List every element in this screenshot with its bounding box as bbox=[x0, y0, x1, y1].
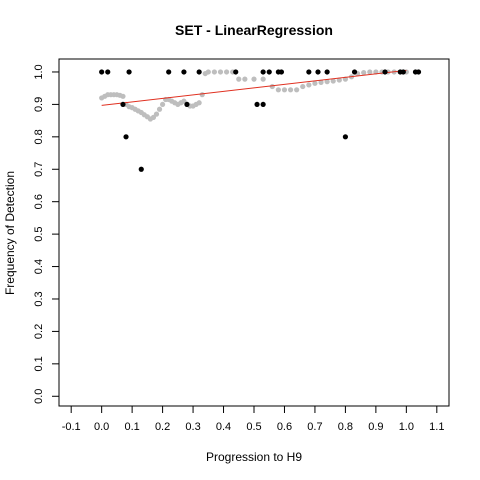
plot-frame bbox=[58, 58, 450, 407]
smoothed-point bbox=[181, 98, 187, 104]
observed-point bbox=[382, 69, 388, 75]
smoothed-point bbox=[196, 100, 202, 106]
x-axis: -0.1 0.0 0.1 0.2 0.3 0.4 0.5 0.6 0.7 0.8 0.9 1.0 1.1 bbox=[62, 406, 444, 433]
y-axis: 0.0 0.1 0.2 0.3 0.4 0.5 0.6 0.7 0.8 0.9 1.0 bbox=[33, 64, 59, 404]
x-tick-label: 1.0 bbox=[399, 421, 414, 433]
smoothed-point bbox=[367, 69, 373, 75]
observed-points bbox=[99, 69, 422, 172]
smoothed-point bbox=[294, 87, 300, 93]
observed-point bbox=[120, 101, 126, 108]
x-tick-label: 0.0 bbox=[94, 421, 109, 433]
y-tick-label: 0.5 bbox=[33, 226, 45, 241]
observed-point bbox=[254, 101, 260, 108]
observed-point bbox=[324, 69, 330, 75]
x-tick-label: 0.2 bbox=[155, 421, 170, 433]
y-tick-label: 0.2 bbox=[33, 324, 45, 339]
smoothed-point bbox=[336, 77, 342, 83]
observed-point bbox=[126, 69, 132, 75]
smoothed-point bbox=[324, 79, 330, 85]
x-tick-label: 0.7 bbox=[307, 421, 322, 433]
smoothed-point bbox=[242, 76, 248, 82]
smoothed-point bbox=[281, 87, 288, 93]
smoothed-point bbox=[287, 87, 294, 93]
observed-point bbox=[400, 69, 406, 75]
y-tick-label: 0.9 bbox=[33, 97, 45, 112]
smoothed-point bbox=[306, 82, 312, 88]
observed-point bbox=[278, 69, 285, 75]
regression-line bbox=[101, 69, 407, 106]
observed-point bbox=[196, 69, 202, 75]
y-tick-label: 0.3 bbox=[33, 291, 45, 306]
y-tick-label: 1.0 bbox=[33, 64, 45, 79]
smoothed-point bbox=[251, 76, 257, 82]
smoothed-point bbox=[312, 80, 318, 86]
smoothed-point bbox=[205, 69, 211, 75]
observed-point bbox=[123, 134, 129, 140]
observed-point bbox=[342, 134, 349, 140]
smoothed-point bbox=[199, 92, 205, 98]
observed-point bbox=[105, 69, 111, 75]
observed-point bbox=[181, 69, 187, 75]
smoothed-point bbox=[156, 106, 163, 112]
observed-point bbox=[266, 69, 272, 75]
observed-point bbox=[306, 69, 312, 75]
y-tick-label: 0.4 bbox=[33, 259, 45, 274]
smoothed-point bbox=[153, 111, 160, 117]
y-tick-label: 0.1 bbox=[33, 356, 45, 371]
y-tick-label: 0.0 bbox=[33, 389, 45, 404]
x-tick-label: 0.5 bbox=[246, 421, 261, 433]
smoothed-point bbox=[275, 87, 281, 93]
observed-point bbox=[184, 101, 190, 108]
y-axis-label: Frequency of Detection bbox=[3, 171, 17, 295]
chart-title: SET - LinearRegression bbox=[175, 22, 333, 38]
x-tick-label: 0.9 bbox=[368, 421, 383, 433]
smoothed-point bbox=[260, 76, 266, 82]
smoothed-point bbox=[159, 101, 166, 108]
observed-point bbox=[138, 166, 144, 172]
x-tick-label: 0.3 bbox=[185, 421, 200, 433]
smoothed-point bbox=[300, 83, 306, 90]
x-tick-label: 0.4 bbox=[216, 421, 231, 433]
x-tick-label: 0.1 bbox=[124, 421, 139, 433]
x-axis-label: Progression to H9 bbox=[206, 450, 302, 464]
smoothed-point bbox=[361, 70, 367, 76]
smoothed-point bbox=[150, 114, 157, 120]
y-tick-label: 0.6 bbox=[33, 194, 45, 209]
x-tick-label: 0.6 bbox=[277, 421, 292, 433]
y-tick-label: 0.7 bbox=[33, 162, 45, 177]
observed-point bbox=[260, 69, 266, 75]
observed-point bbox=[233, 69, 239, 75]
smoothed-points bbox=[99, 69, 409, 122]
regression-line-layer bbox=[101, 69, 407, 106]
observed-point bbox=[351, 69, 358, 75]
smoothed-point bbox=[330, 78, 336, 84]
smoothed-point bbox=[217, 69, 224, 75]
x-tick-label: 0.8 bbox=[338, 421, 353, 433]
x-tick-label: -0.1 bbox=[62, 421, 81, 433]
smoothed-point bbox=[223, 69, 230, 75]
smoothed-point bbox=[236, 76, 242, 82]
y-tick-label: 0.8 bbox=[33, 129, 45, 144]
observed-point bbox=[315, 69, 321, 75]
observed-point bbox=[99, 69, 105, 75]
smoothed-point bbox=[318, 79, 324, 85]
observed-point bbox=[166, 69, 172, 75]
smoothed-point bbox=[211, 69, 217, 75]
x-tick-label: 1.1 bbox=[429, 421, 444, 433]
observed-point bbox=[260, 101, 266, 108]
observed-point bbox=[415, 69, 422, 75]
smoothed-point bbox=[120, 93, 126, 99]
smoothed-point bbox=[269, 83, 275, 90]
